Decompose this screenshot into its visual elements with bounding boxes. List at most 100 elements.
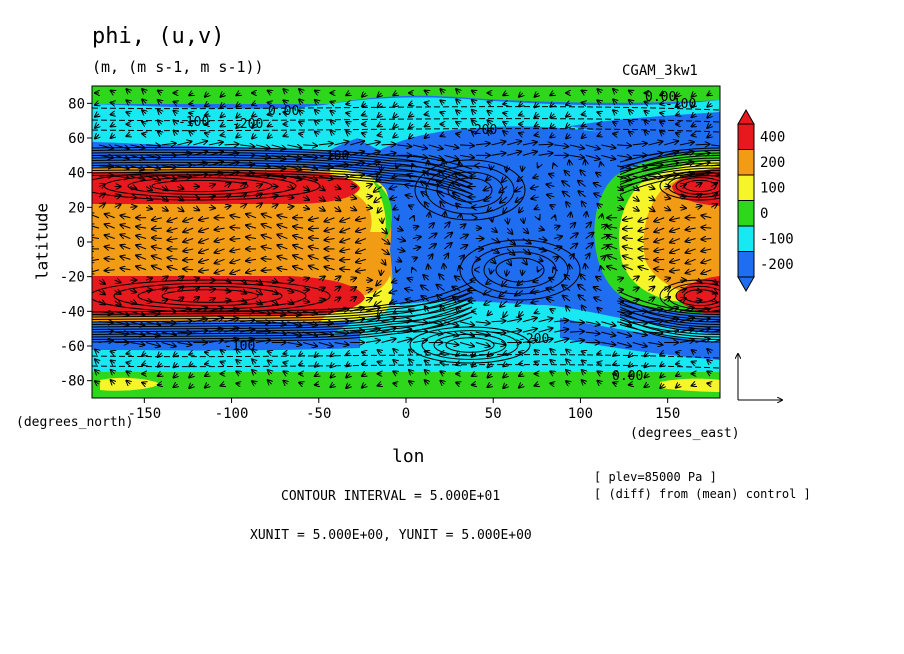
wind-vector: [623, 218, 633, 220]
wind-vector: [412, 155, 427, 157]
wind-vector: [340, 269, 351, 270]
wind-vector: [350, 319, 364, 322]
wind-vector: [487, 111, 491, 114]
wind-vector: [389, 291, 398, 293]
contour-label: -200: [518, 332, 549, 347]
wind-vector: [459, 342, 474, 347]
wind-vector: [145, 207, 152, 209]
wind-vector: [346, 122, 350, 124]
wind-vector: [224, 206, 231, 208]
wind-vector: [105, 270, 115, 271]
wind-vector: [437, 295, 445, 302]
wind-vector: [701, 270, 712, 274]
wind-vector: [130, 197, 136, 198]
wind-vector: [553, 163, 554, 165]
wind-vector: [221, 135, 225, 136]
wind-vector: [208, 318, 223, 323]
wind-vector: [412, 340, 427, 342]
wind-vector: [522, 166, 523, 171]
wind-vector: [177, 187, 183, 189]
wind-vector: [315, 91, 319, 93]
wind-vector: [98, 331, 113, 332]
wind-vector: [365, 142, 380, 145]
wind-vector: [199, 270, 209, 272]
wind-vector: [299, 134, 303, 135]
wind-vector: [205, 103, 209, 106]
wind-vector: [330, 384, 334, 387]
wind-vector: [491, 228, 496, 232]
wind-vector: [601, 162, 602, 166]
wind-vector: [145, 331, 160, 336]
wind-vector: [189, 122, 193, 124]
wind-vector: [262, 270, 272, 271]
wind-vector: [554, 329, 568, 332]
wind-vector: [349, 287, 356, 290]
wind-vector: [421, 181, 429, 187]
wind-vector: [271, 291, 278, 294]
wind-vector: [283, 363, 287, 364]
wind-vector: [670, 239, 681, 243]
wind-vector: [428, 332, 443, 334]
wind-vector: [95, 114, 99, 117]
wind-vector: [554, 236, 562, 238]
wind-vector: [177, 309, 191, 311]
wind-vector: [356, 259, 367, 262]
wind-vector: [412, 247, 420, 249]
wind-vector: [585, 144, 600, 149]
wind-vector: [393, 103, 397, 106]
wind-vector: [428, 223, 434, 228]
wind-vector: [506, 269, 507, 276]
wind-vector: [340, 239, 351, 242]
wind-vector: [236, 124, 240, 128]
wind-vector: [597, 204, 601, 208]
wind-vector: [240, 291, 246, 294]
wind-vector: [440, 89, 444, 93]
wind-vector: [553, 267, 554, 269]
wind-vector: [554, 320, 568, 322]
x-tick-label: 50: [485, 406, 502, 422]
wind-vector: [224, 153, 239, 155]
wind-vector: [177, 297, 183, 300]
colorbar-band: [737, 225, 755, 252]
wind-vector: [271, 204, 278, 207]
wind-vector: [491, 343, 505, 345]
wind-vector: [538, 166, 539, 168]
wind-vector: [491, 321, 505, 322]
wind-vector: [472, 132, 476, 135]
wind-vector: [711, 183, 717, 187]
wind-vector: [346, 113, 350, 114]
wind-vector: [173, 131, 177, 135]
wind-vector: [315, 110, 319, 114]
wind-vector: [692, 93, 696, 97]
wind-vector: [330, 120, 334, 124]
wind-vector: [638, 258, 649, 260]
wind-vector: [550, 309, 554, 311]
wind-vector: [569, 264, 570, 270]
wind-vector: [136, 245, 147, 249]
wind-vector: [616, 207, 623, 209]
x-tick-label: -100: [215, 406, 249, 422]
wind-vector: [340, 259, 351, 260]
contour-label: -200: [466, 123, 497, 138]
wind-vector: [632, 288, 639, 291]
wind-vector: [472, 110, 476, 114]
wind-vector: [393, 114, 397, 118]
wind-vector: [459, 235, 468, 239]
wind-vector: [617, 145, 631, 146]
wind-vector: [365, 329, 380, 332]
wind-vector: [413, 216, 414, 218]
wind-vector: [318, 342, 333, 347]
wind-vector: [315, 374, 319, 376]
wind-vector: [444, 145, 458, 148]
wind-vector: [303, 290, 309, 291]
colorbar-band: [737, 200, 755, 227]
wind-vector: [189, 93, 193, 95]
wind-vector: [648, 187, 654, 189]
wind-vector: [632, 176, 647, 179]
wind-vector: [334, 187, 340, 189]
wind-vector: [616, 197, 623, 200]
wind-vector: [670, 270, 680, 272]
wind-vector: [318, 299, 325, 301]
wind-vector: [236, 383, 240, 384]
wind-vector: [378, 350, 382, 353]
